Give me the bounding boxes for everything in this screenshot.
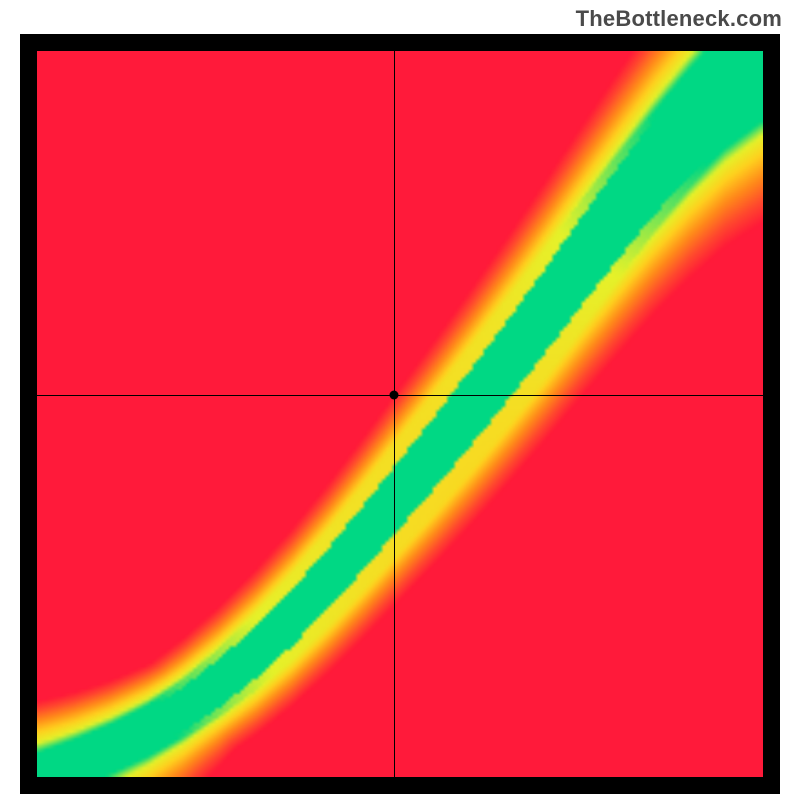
- crosshair-horizontal: [37, 395, 763, 396]
- plot-area: [37, 51, 763, 777]
- heatmap-canvas: [37, 51, 763, 777]
- crosshair-vertical: [394, 51, 395, 777]
- watermark-label: TheBottleneck.com: [576, 6, 782, 32]
- chart-frame: TheBottleneck.com: [0, 0, 800, 800]
- crosshair-marker: [390, 391, 399, 400]
